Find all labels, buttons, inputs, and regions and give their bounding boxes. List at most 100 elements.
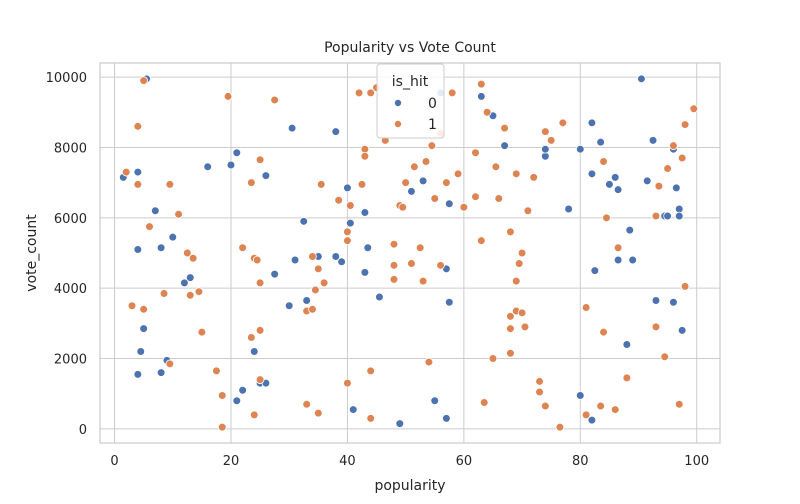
data-point-series-0 bbox=[299, 217, 309, 226]
data-point-series-1 bbox=[270, 95, 279, 105]
data-point-series-0 bbox=[605, 180, 614, 189]
data-point-series-1 bbox=[651, 211, 661, 221]
data-point-series-0 bbox=[575, 144, 585, 154]
data-point-series-0 bbox=[587, 118, 597, 128]
x-tick-label: 100 bbox=[684, 454, 709, 469]
data-point-series-1 bbox=[511, 276, 521, 286]
data-point-series-1 bbox=[477, 236, 486, 245]
data-point-series-1 bbox=[477, 79, 486, 89]
data-point-series-0 bbox=[477, 92, 486, 101]
data-point-series-0 bbox=[331, 252, 341, 261]
data-point-series-1 bbox=[421, 157, 431, 166]
data-point-series-1 bbox=[613, 243, 623, 253]
data-point-series-1 bbox=[511, 169, 521, 179]
axis-ticks: 0 20 40 60 80 100 0 2000 4000 6000 8000 10000 bbox=[46, 71, 709, 469]
data-point-series-0 bbox=[587, 169, 597, 179]
data-point-series-0 bbox=[232, 396, 242, 406]
data-point-series-0 bbox=[442, 414, 451, 423]
data-point-series-0 bbox=[151, 206, 160, 216]
data-point-series-1 bbox=[680, 120, 690, 129]
data-point-series-1 bbox=[651, 322, 661, 332]
data-point-series-1 bbox=[599, 327, 608, 337]
data-point-series-1 bbox=[479, 398, 489, 407]
y-tick-label: 6000 bbox=[54, 212, 87, 227]
data-point-series-1 bbox=[488, 354, 498, 363]
x-axis-label: popularity bbox=[374, 478, 445, 494]
data-point-series-0 bbox=[133, 245, 143, 254]
data-point-series-0 bbox=[156, 368, 166, 377]
data-point-series-1 bbox=[139, 304, 148, 314]
data-point-series-1 bbox=[506, 324, 515, 333]
data-point-series-0 bbox=[185, 273, 195, 282]
data-point-series-1 bbox=[165, 180, 175, 189]
data-point-series-1 bbox=[308, 252, 317, 261]
data-point-series-1 bbox=[343, 227, 352, 237]
data-point-series-1 bbox=[447, 88, 457, 98]
data-point-series-0 bbox=[133, 370, 143, 379]
data-point-series-1 bbox=[523, 206, 533, 216]
data-point-series-1 bbox=[436, 261, 445, 270]
data-point-series-1 bbox=[602, 213, 611, 223]
x-tick-label: 40 bbox=[339, 454, 356, 469]
data-point-series-1 bbox=[424, 357, 434, 367]
y-tick-label: 8000 bbox=[54, 141, 87, 156]
x-tick-label: 20 bbox=[223, 454, 240, 469]
data-point-series-0 bbox=[346, 218, 355, 228]
data-point-series-1 bbox=[255, 155, 265, 165]
y-axis-label: vote_count bbox=[24, 214, 40, 292]
data-point-series-1 bbox=[546, 136, 556, 145]
data-point-series-1 bbox=[360, 144, 370, 154]
data-point-series-1 bbox=[212, 366, 221, 376]
data-point-series-0 bbox=[637, 74, 646, 84]
data-point-series-0 bbox=[232, 148, 242, 158]
data-point-series-1 bbox=[319, 278, 329, 288]
data-point-series-1 bbox=[302, 399, 311, 409]
data-point-series-1 bbox=[159, 289, 169, 298]
data-point-series-1 bbox=[133, 180, 143, 189]
data-point-series-0 bbox=[168, 232, 178, 242]
data-point-series-1 bbox=[197, 327, 207, 337]
data-point-series-0 bbox=[375, 292, 384, 302]
data-point-series-1 bbox=[506, 348, 515, 358]
data-point-series-1 bbox=[453, 169, 463, 179]
data-point-series-1 bbox=[249, 410, 259, 420]
data-point-series-0 bbox=[360, 268, 370, 277]
data-point-series-1 bbox=[139, 76, 148, 85]
data-point-series-0 bbox=[674, 204, 684, 214]
data-point-series-1 bbox=[669, 141, 678, 150]
data-point-series-1 bbox=[389, 239, 399, 249]
data-point-series-1 bbox=[596, 401, 605, 411]
data-point-series-1 bbox=[133, 122, 143, 131]
data-point-series-0 bbox=[622, 340, 632, 349]
data-point-series-1 bbox=[366, 414, 376, 423]
data-point-series-1 bbox=[389, 261, 399, 270]
data-point-series-0 bbox=[564, 204, 573, 214]
data-point-series-1 bbox=[517, 248, 527, 258]
data-point-series-0 bbox=[348, 405, 358, 414]
data-point-series-0 bbox=[651, 296, 661, 305]
data-point-series-1 bbox=[410, 162, 419, 172]
data-point-series-1 bbox=[185, 290, 195, 300]
data-point-series-0 bbox=[430, 396, 440, 406]
data-point-series-1 bbox=[541, 401, 550, 411]
data-point-series-1 bbox=[343, 236, 352, 245]
data-point-series-1 bbox=[471, 192, 480, 202]
data-point-series-1 bbox=[407, 259, 416, 268]
data-point-series-1 bbox=[442, 178, 451, 187]
chart-title: Popularity vs Vote Count bbox=[324, 40, 496, 56]
data-point-series-0 bbox=[648, 136, 658, 145]
data-point-series-1 bbox=[194, 287, 204, 297]
data-point-series-0 bbox=[270, 269, 279, 279]
data-point-series-1 bbox=[517, 308, 527, 318]
data-point-series-1 bbox=[610, 405, 620, 414]
data-point-series-0 bbox=[674, 211, 684, 221]
data-point-series-0 bbox=[287, 123, 297, 133]
data-point-series-0 bbox=[337, 257, 346, 267]
data-point-series-0 bbox=[136, 347, 146, 356]
data-point-series-0 bbox=[587, 415, 597, 425]
data-point-series-1 bbox=[247, 178, 256, 187]
data-point-series-1 bbox=[680, 282, 690, 291]
data-point-series-0 bbox=[331, 127, 341, 136]
data-point-series-1 bbox=[354, 88, 364, 98]
